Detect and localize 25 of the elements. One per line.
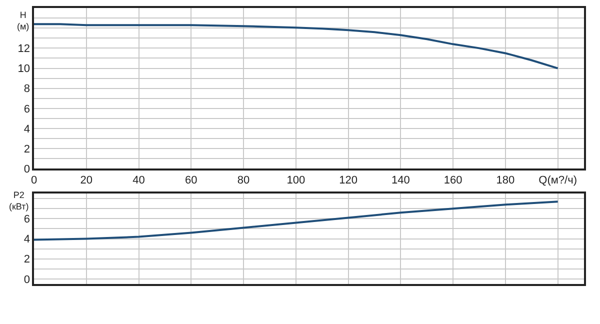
y-tick-label: 2 bbox=[24, 254, 30, 266]
x-tick-label: Q(м?/ч) bbox=[538, 174, 577, 187]
y-axis-title: P2 (кВт) bbox=[9, 190, 29, 212]
y-tick-label: 0 bbox=[24, 274, 30, 286]
y-tick-label: 8 bbox=[24, 83, 30, 96]
y-tick-label: 4 bbox=[24, 234, 30, 246]
y-tick-label: 4 bbox=[24, 123, 30, 136]
y-tick-label: 6 bbox=[24, 214, 30, 226]
x-tick-label: 100 bbox=[286, 174, 306, 187]
line-series bbox=[34, 23, 559, 70]
x-tick-label: 60 bbox=[185, 174, 198, 187]
x-tick-label: 140 bbox=[391, 174, 410, 187]
x-tick-label: 80 bbox=[237, 174, 250, 187]
y-tick-label: 6 bbox=[24, 103, 30, 116]
x-tick-label: 180 bbox=[496, 174, 515, 187]
x-tick-label: 160 bbox=[444, 174, 462, 187]
x-tick-label: 120 bbox=[339, 174, 358, 187]
line-series bbox=[34, 200, 559, 241]
y-axis-title: H (м) bbox=[17, 10, 30, 32]
y-tick-label: 12 bbox=[18, 43, 30, 56]
y-tick-label: 10 bbox=[18, 63, 30, 76]
x-tick-label: 20 bbox=[80, 174, 93, 187]
y-tick-label: 0 bbox=[24, 164, 30, 176]
y-tick-label: 2 bbox=[24, 144, 30, 156]
x-tick-label: 40 bbox=[132, 174, 145, 187]
